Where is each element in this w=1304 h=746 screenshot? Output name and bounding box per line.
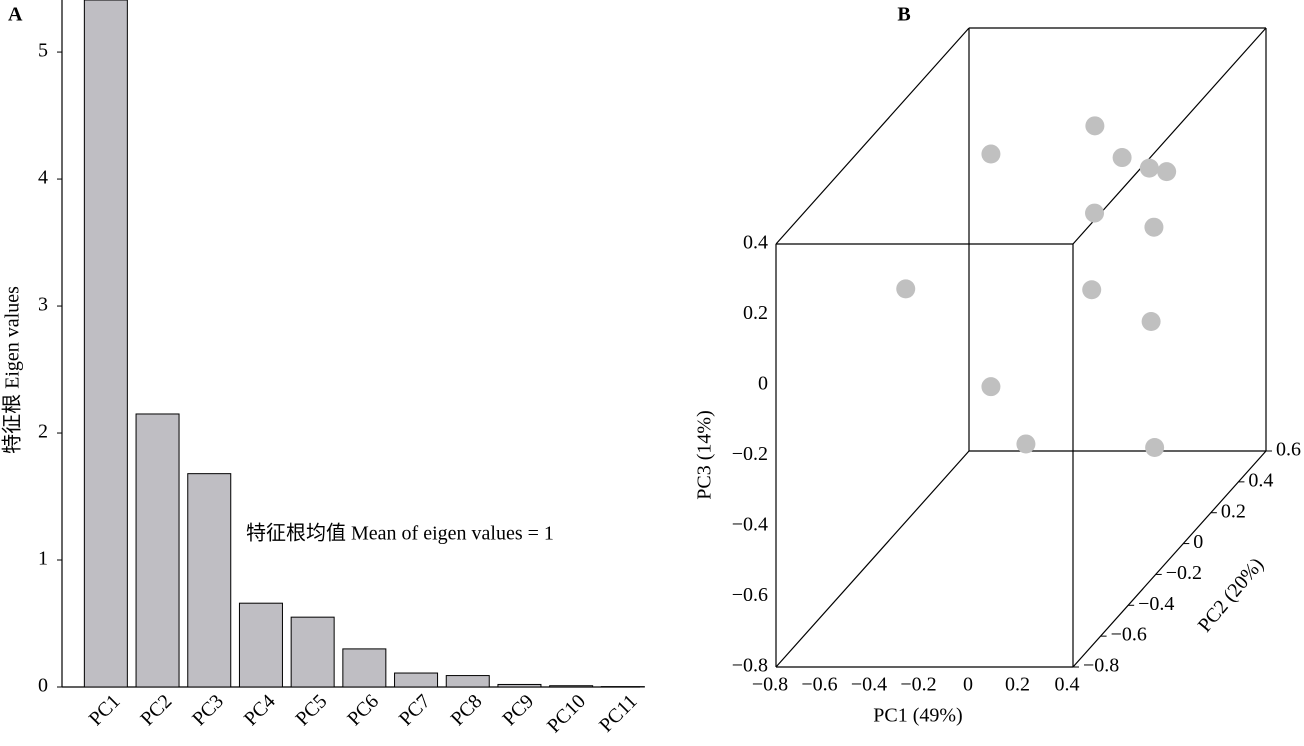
- x-tick-label: −0.4: [851, 674, 887, 696]
- y-tick-label: 0.2: [1221, 500, 1246, 522]
- z-tick-label: 0: [758, 373, 768, 395]
- x-axis-label: PC1 (49%): [873, 705, 962, 727]
- chart-title: B: [897, 4, 910, 26]
- y-tick-label: 0.4: [1248, 469, 1273, 491]
- z-tick-label: −0.4: [732, 514, 768, 536]
- box-edge: [1072, 450, 1267, 668]
- x-tick-label: −0.6: [801, 674, 837, 696]
- y-axis-label: 特征根 Eigen values: [1, 286, 24, 454]
- point: [896, 279, 916, 299]
- bar: [497, 683, 542, 688]
- point: [1157, 162, 1177, 182]
- bar: [238, 602, 283, 688]
- bar: [290, 616, 335, 688]
- annotation: 特征根均值 Mean of eigen values = 1: [246, 522, 554, 545]
- bar: [445, 675, 490, 688]
- bar: [187, 473, 232, 688]
- bar: [394, 672, 439, 688]
- point: [1016, 434, 1036, 454]
- y-tick-label: −0.2: [1166, 562, 1202, 584]
- chart-title: A: [8, 4, 23, 26]
- y-tick-label: 3: [38, 294, 48, 316]
- y-tick-label: −0.6: [1111, 624, 1147, 646]
- point: [1141, 311, 1161, 331]
- y-tick-label: 5: [38, 40, 48, 62]
- point: [1144, 217, 1164, 237]
- box-edge: [775, 450, 970, 668]
- x-tick-label: −0.8: [752, 674, 788, 696]
- y-tick-label: 0: [38, 675, 48, 697]
- x-tick-label: 0.2: [1005, 674, 1030, 696]
- x-tick-label: PC3: [188, 690, 228, 730]
- point: [1085, 203, 1105, 223]
- x-tick-label: PC2: [136, 690, 176, 730]
- bar: [83, 0, 128, 688]
- z-tick-label: −0.2: [732, 443, 768, 465]
- z-axis-label: PC3 (14%): [694, 410, 716, 499]
- x-tick-label: PC5: [292, 690, 332, 730]
- x-tick-label: −0.2: [900, 674, 936, 696]
- bar: [135, 413, 180, 688]
- y-tick-label: −0.4: [1138, 593, 1174, 615]
- y-tick-label: 0.6: [1276, 439, 1301, 461]
- y-tick-label: −0.8: [1083, 655, 1119, 677]
- x-tick-label: PC8: [447, 690, 487, 730]
- point: [1082, 280, 1102, 300]
- z-tick-label: −0.6: [732, 584, 768, 606]
- point: [981, 144, 1001, 164]
- bar: [549, 685, 594, 688]
- x-tick-label: PC11: [595, 690, 641, 736]
- point: [1112, 148, 1132, 168]
- z-tick-label: 0.4: [743, 232, 768, 254]
- x-tick-label: PC6: [343, 690, 383, 730]
- x-tick-label: 0.4: [1055, 674, 1080, 696]
- y-tick-label: 1: [38, 548, 48, 570]
- point: [981, 377, 1001, 397]
- box-edge: [775, 27, 970, 245]
- y-tick-label: 4: [38, 167, 48, 189]
- y-tick-label: 0: [1193, 531, 1203, 553]
- x-tick-label: PC4: [240, 690, 280, 730]
- x-tick-label: PC1: [85, 690, 125, 730]
- x-tick-label: 0: [963, 674, 973, 696]
- z-tick-label: 0.2: [743, 302, 768, 324]
- y-axis-label: PC2 (20%): [1194, 554, 1268, 637]
- z-tick-label: −0.8: [732, 655, 768, 677]
- bar: [342, 648, 387, 688]
- x-tick-label: PC7: [395, 690, 435, 730]
- y-tick-label: 2: [38, 421, 48, 443]
- box-edge: [1072, 27, 1267, 245]
- x-tick-label: PC9: [498, 690, 538, 730]
- x-tick-label: PC10: [543, 690, 590, 737]
- point: [1085, 116, 1105, 136]
- point: [1145, 437, 1165, 457]
- point: [1139, 158, 1159, 178]
